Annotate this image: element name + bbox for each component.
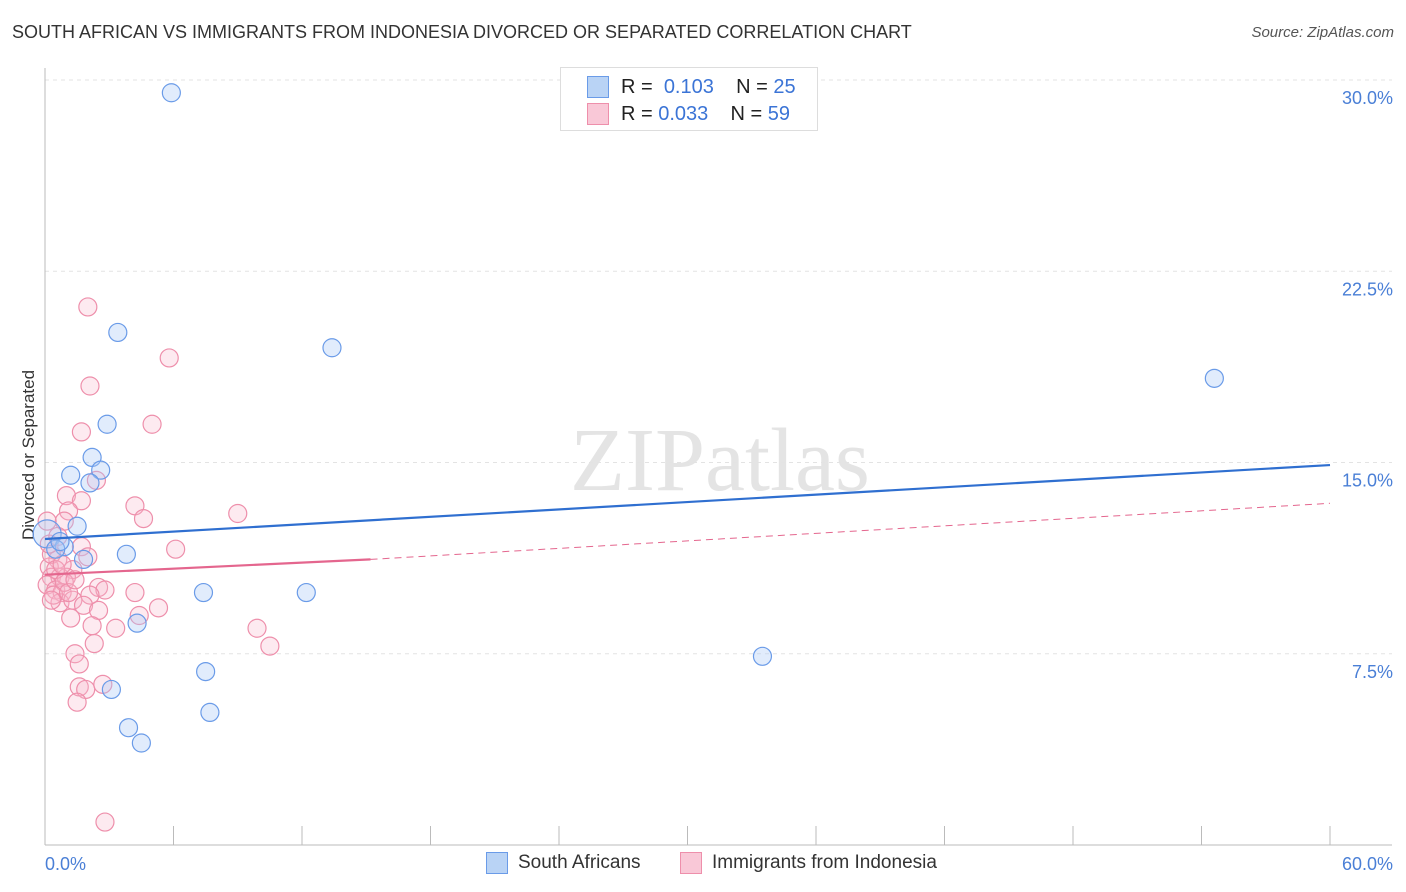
indonesia-point — [78, 297, 98, 317]
n-label: N = — [730, 102, 763, 125]
indonesia-point — [148, 598, 169, 618]
indonesia-point — [73, 595, 94, 615]
south-african-point — [101, 679, 121, 700]
trend-line — [44, 558, 371, 576]
indonesia-point — [95, 580, 115, 600]
indonesia-point — [71, 491, 92, 511]
n-label: N = — [736, 75, 768, 98]
south-african-point — [296, 582, 316, 603]
indonesia-point — [67, 692, 87, 712]
legend-indonesia[interactable]: Immigrants from Indonesia — [680, 852, 937, 874]
y-axis-label: Divorced or Separated — [19, 370, 38, 540]
south-african-point — [322, 338, 342, 358]
trend-line-extension — [370, 502, 1331, 560]
south-african-point — [61, 465, 81, 485]
indonesia-point — [159, 348, 179, 368]
blue-swatch — [587, 76, 609, 98]
chart-title: SOUTH AFRICAN VS IMMIGRANTS FROM INDONES… — [12, 22, 912, 42]
source-label: Source: ZipAtlas.com — [1251, 24, 1394, 41]
south-african-point — [131, 733, 151, 753]
legend-south-africans[interactable]: South Africans — [486, 852, 641, 874]
indonesia-point — [69, 654, 89, 674]
pink-swatch — [587, 103, 609, 125]
pink-swatch — [680, 852, 702, 874]
indonesia-point — [37, 511, 57, 531]
south-african-point — [200, 702, 220, 723]
legend-row-south-africans: R = 0.103 N = 25 — [587, 74, 796, 100]
indonesia-point — [80, 376, 100, 396]
x-tick-label-min: 0.0% — [45, 854, 86, 874]
indonesia-point — [65, 570, 85, 590]
south-african-point — [97, 414, 117, 434]
indonesia-point — [58, 501, 79, 521]
south-african-point — [161, 83, 181, 103]
n-value: 25 — [773, 75, 796, 98]
y-tick-label: 15.0% — [1342, 471, 1393, 491]
indonesia-point — [125, 582, 145, 603]
south-african-point — [50, 531, 70, 552]
x-tick-label-max: 60.0% — [1342, 854, 1393, 874]
south-african-point — [752, 646, 773, 666]
south-african-point — [127, 613, 147, 633]
indonesia-point — [166, 539, 186, 559]
south-african-point — [193, 582, 214, 603]
trend-line — [44, 463, 1331, 541]
south-african-point — [73, 549, 94, 570]
legend-label: Immigrants from Indonesia — [712, 852, 937, 873]
indonesia-point — [260, 636, 280, 656]
indonesia-point — [228, 503, 248, 524]
south-african-point — [116, 544, 136, 564]
y-tick-label: 30.0% — [1342, 88, 1393, 108]
indonesia-point — [65, 644, 85, 664]
indonesia-point — [80, 585, 100, 605]
indonesia-point — [247, 618, 267, 638]
stats-legend: R = 0.103 N = 25 R = 0.033 N = 59 — [560, 67, 818, 131]
blue-swatch — [486, 852, 508, 874]
indonesia-point — [41, 590, 62, 610]
south-african-point — [67, 516, 87, 536]
y-tick-label: 7.5% — [1352, 662, 1393, 682]
south-african-point — [1204, 368, 1224, 388]
south-african-point — [118, 718, 139, 738]
indonesia-point — [133, 508, 154, 529]
indonesia-point — [61, 608, 81, 628]
indonesia-point — [129, 605, 149, 626]
indonesia-point — [56, 486, 77, 506]
indonesia-point — [82, 616, 102, 636]
legend-label: South Africans — [518, 852, 641, 873]
r-value: 0.033 — [658, 102, 709, 125]
y-tick-label: 22.5% — [1342, 279, 1393, 299]
indonesia-point — [71, 422, 92, 442]
south-african-point — [108, 322, 128, 343]
indonesia-point — [106, 618, 126, 638]
indonesia-point — [84, 633, 104, 654]
indonesia-point — [95, 812, 115, 832]
south-african-point — [91, 460, 111, 480]
indonesia-point — [142, 414, 162, 434]
r-value: 0.103 — [663, 75, 714, 98]
south-african-point — [196, 661, 216, 682]
r-label: R = — [621, 75, 653, 98]
n-value: 59 — [767, 102, 791, 125]
r-label: R = — [621, 102, 653, 125]
south-african-point — [80, 473, 100, 493]
legend-row-indonesia: R = 0.033 N = 59 — [587, 101, 790, 127]
